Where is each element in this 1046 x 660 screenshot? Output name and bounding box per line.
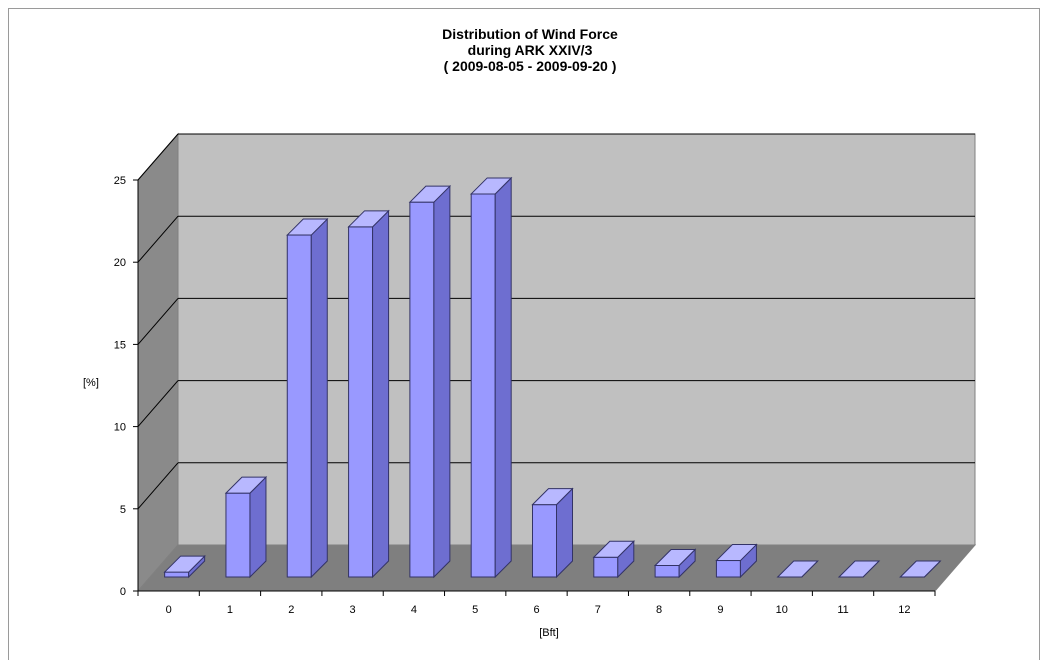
- bar-front: [471, 194, 495, 577]
- bar: [226, 477, 266, 577]
- bar: [533, 489, 573, 577]
- bar-side: [311, 219, 327, 577]
- bar-front: [226, 493, 250, 577]
- bar: [287, 219, 327, 577]
- bar-front: [594, 557, 618, 577]
- x-tick-label: 12: [898, 604, 910, 616]
- x-tick-label: 1: [227, 604, 233, 616]
- bar: [471, 178, 511, 577]
- x-tick-label: 5: [472, 604, 478, 616]
- side-wall: [138, 134, 178, 591]
- x-tick-label: 0: [166, 604, 172, 616]
- bar-side: [495, 178, 511, 577]
- y-tick-label: 0: [120, 586, 126, 598]
- bar-side: [250, 477, 266, 577]
- bar-front: [410, 202, 434, 577]
- x-axis-label: [Bft]: [539, 627, 559, 639]
- x-tick-label: 9: [717, 604, 723, 616]
- x-tick-label: 11: [837, 604, 848, 616]
- y-tick-label: 5: [120, 504, 126, 516]
- x-tick-label: 7: [595, 604, 601, 616]
- bar-front: [655, 565, 679, 577]
- bar: [410, 186, 450, 577]
- x-tick-label: 4: [411, 604, 417, 616]
- bar-side: [373, 211, 389, 577]
- y-tick-label: 25: [114, 175, 126, 187]
- x-tick-label: 8: [656, 604, 662, 616]
- y-tick-label: 10: [114, 422, 126, 434]
- x-tick-label: 6: [533, 604, 539, 616]
- y-tick-label: 15: [114, 339, 126, 351]
- bar-front: [349, 227, 373, 577]
- y-tick-label: 20: [114, 257, 126, 269]
- x-tick-label: 2: [288, 604, 294, 616]
- bar-front: [165, 572, 189, 577]
- bar-side: [434, 186, 450, 577]
- bar-front: [716, 561, 740, 577]
- bar: [349, 211, 389, 577]
- x-tick-label: 3: [350, 604, 356, 616]
- bar-front: [533, 505, 557, 577]
- x-tick-label: 10: [776, 604, 788, 616]
- y-axis-label: [%]: [83, 377, 99, 389]
- bar-front: [287, 235, 311, 577]
